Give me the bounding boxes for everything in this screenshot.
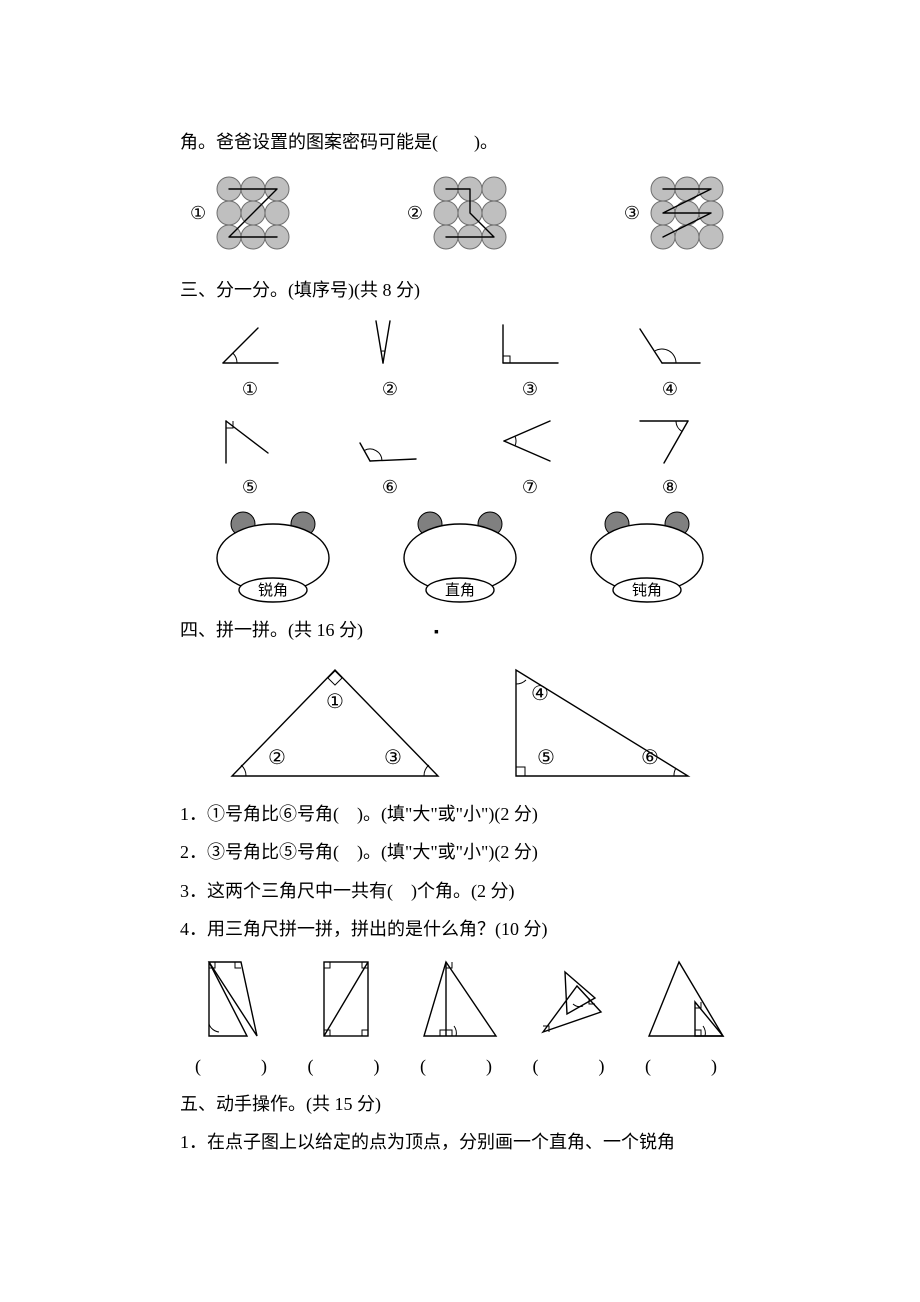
angle-number: ③ (522, 373, 538, 405)
page: 角。爸爸设置的图案密码可能是( )。 ① ② ③ 三、分一分。(填序号)(共 8… (0, 0, 920, 1225)
angle-cell: ⑤ (195, 411, 305, 503)
angle-row-1: ① ② ③ ④ (180, 313, 740, 405)
dot-option-label: ② (407, 197, 423, 229)
svg-text:④: ④ (531, 683, 549, 705)
section3-title: 三、分一分。(填序号)(共 8 分) (180, 274, 740, 306)
svg-text:①: ① (326, 691, 344, 713)
svg-text:②: ② (268, 747, 286, 769)
section4-title: 四、拼一拼。(共 16 分) ▪ (180, 614, 740, 646)
angle-icon (488, 313, 572, 371)
bucket-row: 锐角 直角 钝角 (180, 510, 740, 608)
angle-cell: ⑥ (335, 411, 445, 503)
svg-text:钝角: 钝角 (632, 582, 662, 599)
section4-title-text: 四、拼一拼。(共 16 分) (180, 620, 363, 640)
angle-number: ① (242, 373, 258, 405)
puzzle-shape-icon (523, 954, 623, 1046)
puzzle-item: ( ) (180, 954, 290, 1082)
section4-q3: 3．这两个三角尺中一共有( )个角。(2 分) (180, 875, 740, 907)
dot-option-2: ② (407, 170, 513, 256)
svg-text:直角: 直角 (445, 582, 475, 599)
triangle-rulers-row: ① ② ③ ④ ⑤ ⑥ (180, 658, 740, 788)
dot-pattern-icon (427, 170, 513, 256)
dot-option-label: ① (190, 197, 206, 229)
dot-option-label: ③ (624, 197, 640, 229)
angle-number: ④ (662, 373, 678, 405)
bucket-acute: 锐角 (198, 510, 348, 608)
angle-icon (628, 411, 712, 469)
intro-fragment: 角。爸爸设置的图案密码可能是( )。 (180, 126, 740, 158)
angle-cell: ④ (615, 313, 725, 405)
angle-cell: ⑦ (475, 411, 585, 503)
bucket-right: 直角 (385, 510, 535, 608)
svg-text:锐角: 锐角 (258, 582, 288, 599)
angle-grid: ① ② ③ ④ ⑤ ⑥ (180, 313, 740, 608)
puzzle-answer-blank: ( ) (420, 1050, 500, 1082)
puzzle-item: ( ) (293, 954, 403, 1082)
frog-bucket-icon: 钝角 (577, 510, 717, 608)
angle-cell: ⑧ (615, 411, 725, 503)
puzzle-shape-icon (298, 954, 398, 1046)
angle-number: ⑧ (662, 471, 678, 503)
angle-icon (348, 313, 432, 371)
cursor-icon: ▪ (434, 620, 439, 645)
svg-text:③: ③ (384, 747, 402, 769)
section4-q1: 1．①号角比⑥号角( )。(填"大"或"小")(2 分) (180, 798, 740, 830)
frog-bucket-icon: 锐角 (203, 510, 343, 608)
angle-number: ⑦ (522, 471, 538, 503)
puzzle-answer-blank: ( ) (195, 1050, 275, 1082)
angle-row-2: ⑤ ⑥ ⑦ ⑧ (180, 411, 740, 503)
puzzle-row: ( ) ( ) ( ) ( ) ( ) (180, 954, 740, 1082)
bucket-obtuse: 钝角 (572, 510, 722, 608)
puzzle-item: ( ) (630, 954, 740, 1082)
section4-q2: 2．③号角比⑤号角( )。(填"大"或"小")(2 分) (180, 836, 740, 868)
angle-number: ⑥ (382, 471, 398, 503)
dot-option-1: ① (190, 170, 296, 256)
angle-icon (628, 313, 712, 371)
dot-pattern-icon (644, 170, 730, 256)
angle-number: ② (382, 373, 398, 405)
section4-q4: 4．用三角尺拼一拼，拼出的是什么角？(10 分) (180, 913, 740, 945)
frog-bucket-icon: 直角 (390, 510, 530, 608)
angle-icon (208, 411, 292, 469)
iso-ruler-icon: ① ② ③ (220, 658, 450, 788)
dot-options-row: ① ② ③ (180, 170, 740, 256)
angle-cell: ② (335, 313, 445, 405)
puzzle-answer-blank: ( ) (533, 1050, 613, 1082)
angle-cell: ① (195, 313, 305, 405)
puzzle-item: ( ) (405, 954, 515, 1082)
angle-icon (488, 411, 572, 469)
svg-text:⑥: ⑥ (641, 747, 659, 769)
section5-title: 五、动手操作。(共 15 分) (180, 1088, 740, 1120)
section5-q1: 1．在点子图上以给定的点为顶点，分别画一个直角、一个锐角 (180, 1126, 740, 1158)
puzzle-shape-icon (635, 954, 735, 1046)
puzzle-item: ( ) (518, 954, 628, 1082)
angle-number: ⑤ (242, 471, 258, 503)
puzzle-shape-icon (185, 954, 285, 1046)
puzzle-shape-icon (410, 954, 510, 1046)
right-ruler-icon: ④ ⑤ ⑥ (500, 658, 700, 788)
puzzle-answer-blank: ( ) (645, 1050, 725, 1082)
dot-pattern-icon (210, 170, 296, 256)
angle-icon (208, 313, 292, 371)
puzzle-answer-blank: ( ) (308, 1050, 388, 1082)
angle-icon (348, 411, 432, 469)
dot-option-3: ③ (624, 170, 730, 256)
angle-cell: ③ (475, 313, 585, 405)
svg-text:⑤: ⑤ (537, 747, 555, 769)
